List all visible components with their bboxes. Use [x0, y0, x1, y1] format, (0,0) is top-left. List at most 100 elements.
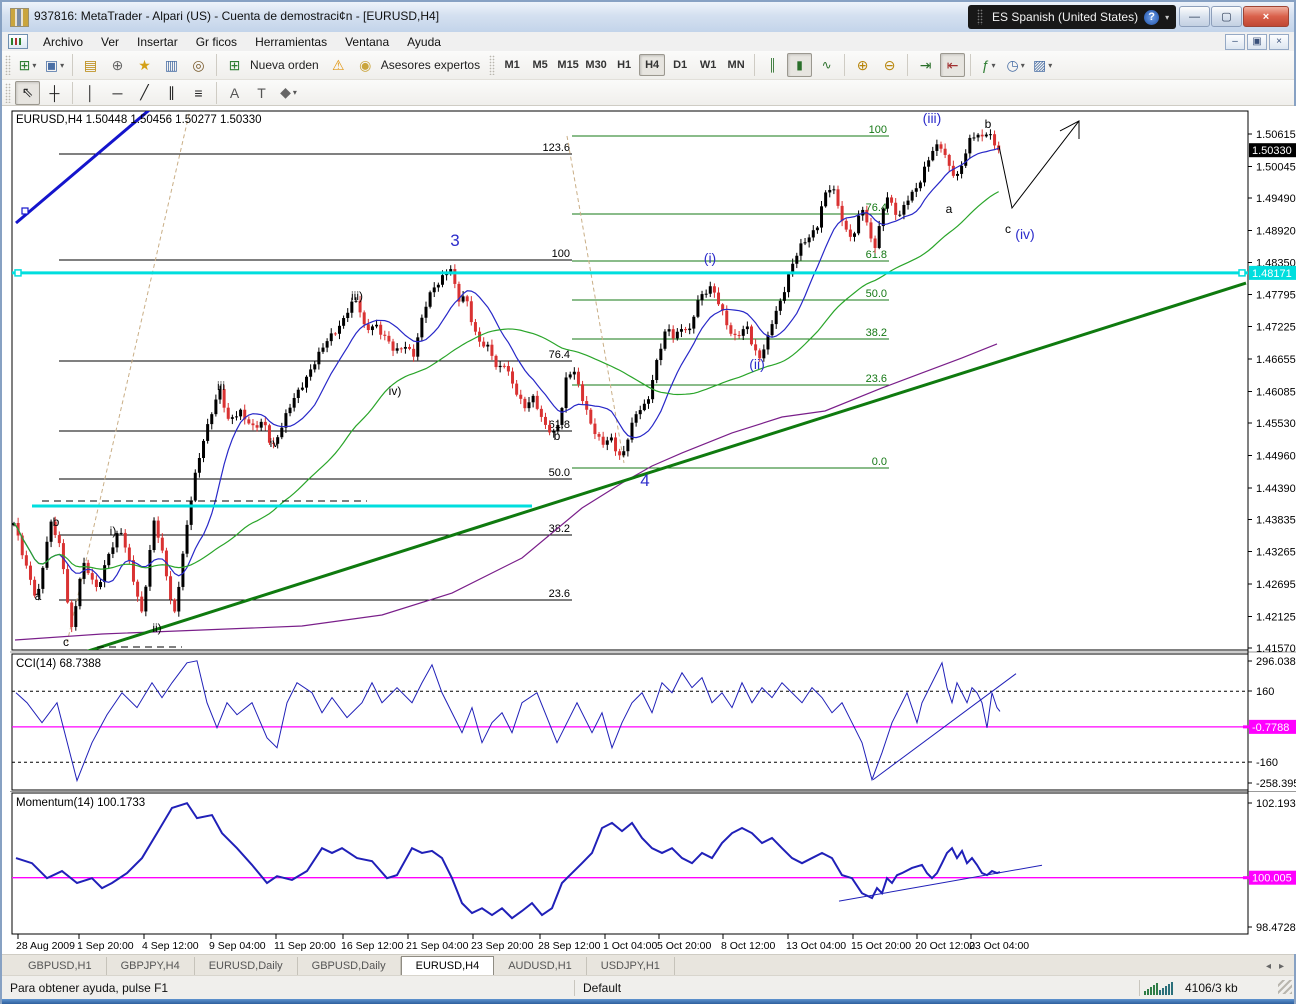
timeframe-h1-button[interactable]: H1: [611, 54, 637, 76]
mdi-minimize-button[interactable]: –: [1225, 34, 1245, 50]
menu-gr-ficos[interactable]: Gr ficos: [187, 33, 246, 51]
terminal-icon: ▥: [165, 57, 178, 74]
terminal-button[interactable]: ▥: [159, 53, 184, 77]
status-prof profile: Default: [575, 976, 1139, 1000]
svg-text:1.44390: 1.44390: [1256, 483, 1296, 495]
chart-window-icon[interactable]: [8, 34, 28, 49]
bar-chart-button[interactable]: ║: [760, 53, 785, 77]
expert-advisors-label[interactable]: Asesores expertos: [381, 58, 480, 72]
language-bar[interactable]: ES Spanish (United States) ? ▾: [968, 5, 1176, 29]
svg-text:b: b: [985, 117, 992, 131]
minimize-button[interactable]: —: [1179, 6, 1210, 27]
equidistant-channel-icon: ∥: [168, 84, 175, 101]
new-order-label[interactable]: Nueva orden: [250, 58, 319, 72]
new-chart-button[interactable]: ⊞▾: [15, 53, 40, 77]
menu-herramientas[interactable]: Herramientas: [246, 33, 336, 51]
expert-advisors-button[interactable]: ◉: [353, 53, 378, 77]
chart-tab-usdjpy-h1[interactable]: USDJPY,H1: [587, 957, 675, 975]
timeframe-m5-button[interactable]: M5: [527, 54, 553, 76]
resize-grip[interactable]: [1278, 980, 1292, 994]
text-label-tool-button[interactable]: T: [249, 81, 274, 105]
data-window-button[interactable]: ★: [132, 53, 157, 77]
fibonacci-tool-button[interactable]: ≡: [186, 81, 211, 105]
menu-archivo[interactable]: Archivo: [34, 33, 92, 51]
line-chart-button[interactable]: ∿: [814, 53, 839, 77]
chart-tab-audusd-h1[interactable]: AUDUSD,H1: [494, 957, 587, 975]
zoom-out-icon: ⊖: [884, 57, 896, 74]
price-axis[interactable]: 1.506151.500451.494901.489201.483501.477…: [1243, 129, 1296, 934]
menu-insertar[interactable]: Insertar: [128, 33, 187, 51]
candlestick-chart-button[interactable]: ▮: [787, 53, 812, 77]
chevron-down-icon: ▾: [293, 88, 297, 97]
toolbar-grip-icon[interactable]: [5, 83, 11, 103]
svg-text:4 Sep 12:00: 4 Sep 12:00: [142, 940, 199, 952]
strategy-tester-button[interactable]: ◎: [186, 53, 211, 77]
mdi-restore-button[interactable]: ▣: [1247, 34, 1267, 50]
cursor-tool-button[interactable]: ⇖: [15, 81, 40, 105]
timeframe-m30-button[interactable]: M30: [583, 54, 609, 76]
indicators-button[interactable]: ƒ▾: [976, 53, 1001, 77]
market-watch-button[interactable]: ▤: [78, 53, 103, 77]
chart-shift-button[interactable]: ⇤: [940, 53, 965, 77]
svg-text:i): i): [110, 524, 117, 538]
toolbar-grip-icon[interactable]: [489, 55, 495, 75]
tab-scroll-right-icon[interactable]: ▸: [1279, 961, 1284, 972]
zoom-out-button[interactable]: ⊖: [877, 53, 902, 77]
navigator-button[interactable]: ⊕: [105, 53, 130, 77]
channel-tool-button[interactable]: ∥: [159, 81, 184, 105]
window-title: 937816: MetaTrader - Alpari (US) - Cuent…: [34, 9, 439, 23]
chart-tab-gbpusd-daily[interactable]: GBPUSD,Daily: [298, 957, 401, 975]
svg-text:160: 160: [1256, 686, 1274, 698]
new-chart-icon: ⊞: [19, 57, 31, 74]
new-order-button[interactable]: ⊞: [222, 53, 247, 77]
status-bar: Para obtener ayuda, pulse F1 Default 410…: [2, 975, 1294, 1000]
trendline-tool-button[interactable]: ╱: [132, 81, 157, 105]
svg-text:1 Sep 20:00: 1 Sep 20:00: [77, 940, 134, 952]
profiles-icon: ▣: [45, 57, 58, 74]
timeframe-h4-button[interactable]: H4: [639, 54, 665, 76]
text-tool-button[interactable]: A: [222, 81, 247, 105]
svg-text:1.46085: 1.46085: [1256, 386, 1296, 398]
profiles-button[interactable]: ▣▾: [42, 53, 67, 77]
toolbar-grip-icon[interactable]: [5, 55, 11, 75]
zoom-in-button[interactable]: ⊕: [850, 53, 875, 77]
timeframe-mn-button[interactable]: MN: [723, 54, 749, 76]
svg-text:1.50330: 1.50330: [1252, 145, 1292, 157]
timeframe-w1-button[interactable]: W1: [695, 54, 721, 76]
auto-scroll-button[interactable]: ⇥: [913, 53, 938, 77]
tab-scroll-left-icon[interactable]: ◂: [1266, 961, 1271, 972]
language-bar-label[interactable]: ES Spanish (United States): [992, 10, 1138, 24]
language-bar-chevron-icon[interactable]: ▾: [1165, 14, 1169, 21]
time-axis[interactable]: 28 Aug 20091 Sep 20:004 Sep 12:009 Sep 0…: [16, 934, 1029, 952]
chart-tab-gbpusd-h1[interactable]: GBPUSD,H1: [14, 957, 107, 975]
timeframe-m1-button[interactable]: M1: [499, 54, 525, 76]
maximize-button[interactable]: ▢: [1211, 6, 1242, 27]
text-icon: A: [230, 85, 239, 101]
shapes-tool-button[interactable]: ◆▾: [276, 81, 301, 105]
chart-tab-eurusd-daily[interactable]: EURUSD,Daily: [195, 957, 298, 975]
svg-text:iv): iv): [389, 384, 402, 398]
svg-text:1.48171: 1.48171: [1252, 268, 1292, 280]
periods-button[interactable]: ◷▾: [1003, 53, 1028, 77]
mdi-close-button[interactable]: ×: [1269, 34, 1289, 50]
close-button[interactable]: ×: [1243, 6, 1289, 27]
chart-tab-eurusd-h4[interactable]: EURUSD,H4: [401, 956, 495, 975]
vertical-line-tool-button[interactable]: │: [78, 81, 103, 105]
menu-ayuda[interactable]: Ayuda: [398, 33, 450, 51]
templates-button[interactable]: ▨▾: [1030, 53, 1055, 77]
language-bar-grip-icon[interactable]: [977, 9, 983, 25]
timeframe-m15-button[interactable]: M15: [555, 54, 581, 76]
chevron-down-icon: ▾: [992, 61, 996, 70]
alerts-button[interactable]: ⚠: [326, 53, 351, 77]
timeframe-d1-button[interactable]: D1: [667, 54, 693, 76]
svg-text:b: b: [53, 515, 60, 529]
chart-tab-gbpjpy-h4[interactable]: GBPJPY,H4: [107, 957, 195, 975]
crosshair-tool-button[interactable]: ┼: [42, 81, 67, 105]
chart-canvas[interactable]: 123.610076.461.850.038.223.610076.461.85…: [2, 106, 1296, 954]
ohlc-legend: EURUSD,H4 1.50448 1.50456 1.50277 1.5033…: [16, 114, 262, 126]
menu-ventana[interactable]: Ventana: [336, 33, 398, 51]
menu-ver[interactable]: Ver: [92, 33, 128, 51]
horizontal-line-tool-button[interactable]: ─: [105, 81, 130, 105]
language-help-icon[interactable]: ?: [1144, 10, 1159, 25]
svg-text:1.50615: 1.50615: [1256, 129, 1296, 141]
